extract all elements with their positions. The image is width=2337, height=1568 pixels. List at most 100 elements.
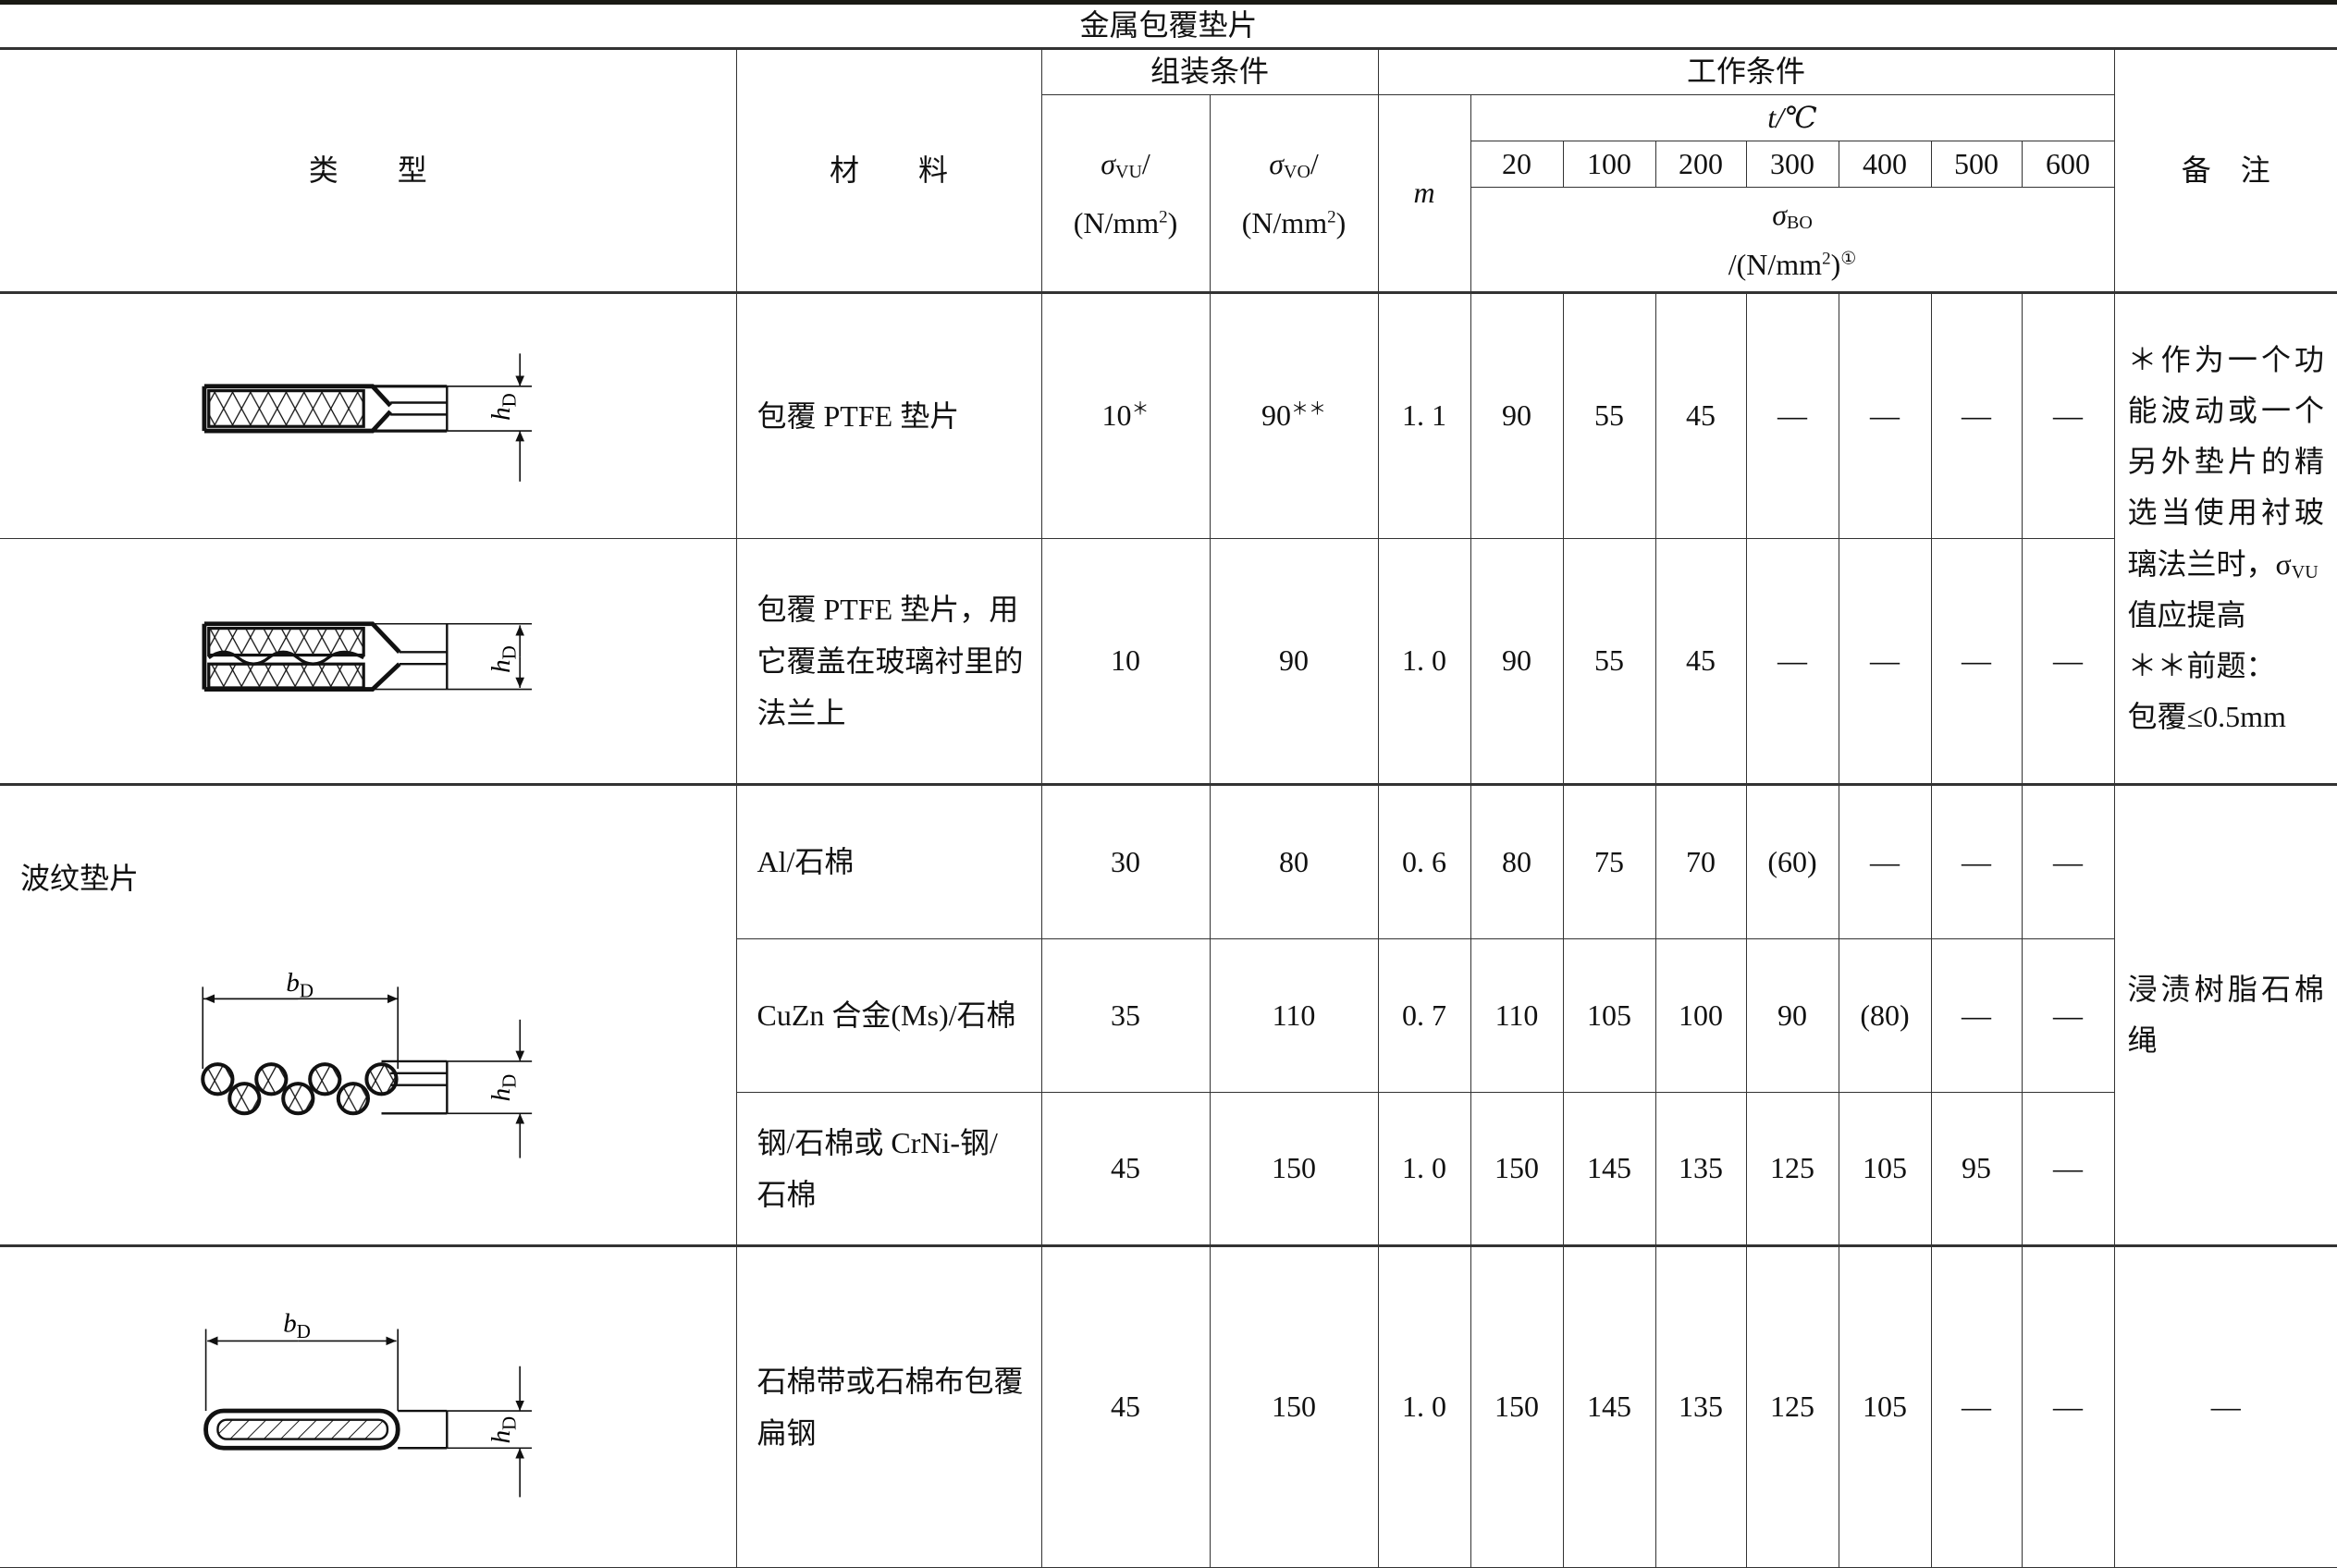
sigma-vu-cell: 30	[1040, 784, 1211, 939]
sigma-vo-value: 150	[1272, 1151, 1316, 1185]
temp-header-400: 400	[1838, 141, 1932, 188]
sigma-vu-cell: 45	[1040, 1092, 1211, 1247]
sigma-bo-cell-600: —	[2021, 292, 2115, 539]
sigma-vo-value: 150	[1272, 1390, 1316, 1424]
sigma-vu-cell: 10	[1040, 538, 1211, 786]
header-working: 工作条件	[1377, 48, 2115, 95]
bd-dimension-label: bD	[283, 1309, 311, 1342]
sigma-bo-cell-100: 55	[1562, 292, 1656, 539]
paren: )	[1335, 206, 1347, 239]
header-m: m	[1377, 94, 1471, 294]
remarks-ptfe: ＊作为一个功能波动或一个另外垫片的精选当使用衬玻璃法兰时，σVU 值应提高 ＊＊前题…	[2113, 292, 2337, 786]
m-cell: 1. 0	[1377, 1092, 1471, 1247]
t-label: t/℃	[1767, 100, 1817, 134]
sigma-bo-cell-200: 135	[1654, 1092, 1747, 1247]
sigma-bo-cell-300: 125	[1745, 1092, 1839, 1247]
ptfe-gasket-diagram: hD	[202, 353, 533, 482]
sigma-symbol: σ	[1269, 147, 1284, 180]
sigma-vu-value: 10	[1101, 398, 1132, 433]
sigma-bo-cell-400: 105	[1838, 1245, 1932, 1568]
slash: /	[1310, 147, 1319, 180]
sigma-bo-cell-500: —	[1930, 784, 2023, 939]
type-cell: bD hD	[0, 1245, 737, 1568]
sigma-bo-cell-100: 145	[1562, 1245, 1656, 1568]
remarks-flat: —	[2113, 1245, 2337, 1568]
type-cell: hD	[0, 538, 737, 786]
sigma-bo-cell-20: 90	[1470, 292, 1564, 539]
remark-text: 包覆≤0.5mm	[2127, 699, 2286, 733]
table-row: hD 包覆 PTFE 垫片 10＊ 90＊＊ 1. 1 90 55 45— — — — ＊作为一个功…	[0, 292, 2337, 786]
header-temperature: t/℃	[1470, 94, 2115, 141]
sigma-bo-cell-200: 135	[1654, 1245, 1747, 1568]
table-title: 金属包覆垫片	[0, 5, 2337, 50]
material-cell: 包覆 PTFE 垫片，用它覆盖在玻璃衬里的法兰上	[735, 538, 1042, 786]
temp-header-600: 600	[2021, 141, 2115, 188]
sigma-bo-cell-100: 145	[1562, 1092, 1656, 1247]
material-cell: Al/石棉	[735, 784, 1042, 939]
sigma-vu-value: 35	[1111, 998, 1140, 1032]
sigma-vo-value: 80	[1279, 844, 1309, 878]
table-row: bD hD 石棉带或石棉布包覆扁钢 45 150 1. 0 150 145 135 125 10…	[0, 1245, 2337, 1568]
sigma-vu-value: 10	[1111, 643, 1140, 678]
sigma-bo-cell-400: —	[1838, 784, 1932, 939]
sigma-bo-cell-600: —	[2021, 538, 2115, 786]
sigma-bo-cell-300: 90	[1745, 937, 1839, 1094]
top-rule	[0, 0, 2337, 5]
material-cell: 石棉带或石棉布包覆扁钢	[735, 1245, 1042, 1568]
sigma-bo-cell-100: 75	[1562, 784, 1656, 939]
hd-dimension-label: hD	[486, 645, 520, 673]
remark-text: ＊＊前题：	[2127, 648, 2276, 682]
slash: /	[1141, 147, 1150, 180]
table-row: 钢/石棉或 CrNi-钢/石棉 45 150 1. 0 150 145 135 125 105 9…	[0, 1092, 2337, 1247]
sigma-bo-cell-200: 45	[1654, 292, 1747, 539]
sigma-vo-cell: 150	[1209, 1092, 1379, 1247]
sigma-bo-cell-600: —	[2021, 1245, 2115, 1568]
sigma-bo-cell-500: —	[1930, 538, 2023, 786]
note-mark: ＊＊	[1290, 399, 1326, 420]
sigma-bo-cell-300: —	[1745, 538, 1839, 786]
type-cell: hD	[0, 292, 737, 539]
sigma-bo-cell-200: 100	[1654, 937, 1747, 1094]
sigma-vu-cell: 35	[1040, 937, 1211, 1094]
superscript: 2	[1822, 249, 1831, 269]
sigma-vo-value: 90	[1261, 398, 1291, 433]
sigma-bo-cell-300: (60)	[1745, 784, 1839, 939]
sigma-bo-cell-500: 95	[1930, 1092, 2023, 1247]
sigma-bo-cell-400: 105	[1838, 1092, 1932, 1247]
table-row: hD 包覆 PTFE 垫片，用它覆盖在玻璃衬里的法兰上 10 90 1. 0 90 55 4…	[0, 538, 2337, 786]
sigma-bo-cell-300: 125	[1745, 1245, 1839, 1568]
hd-dimension-label: hD	[486, 1416, 520, 1444]
paren: )	[1830, 248, 1841, 281]
temp-header-100: 100	[1562, 141, 1656, 188]
hd-dimension-label: hD	[486, 393, 520, 421]
sigma-vu-value: 45	[1111, 1390, 1140, 1424]
temp-header-300: 300	[1745, 141, 1839, 188]
note-mark: ＊	[1131, 399, 1150, 420]
footnote-mark: ①	[1840, 249, 1857, 269]
sigma-vo-cell: 110	[1209, 937, 1379, 1094]
sigma-bo-cell-500: —	[1930, 937, 2023, 1094]
sigma-bo-cell-400: —	[1838, 292, 1932, 539]
m-cell: 0. 6	[1377, 784, 1471, 939]
sigma-vo-value: 110	[1272, 998, 1316, 1032]
superscript: 2	[1327, 207, 1336, 227]
header-assembly: 组装条件	[1040, 48, 1379, 95]
remark-text: ＊作为一个功能波动或一个另外垫片的精选当使用衬玻璃法兰时，σ	[2127, 343, 2325, 581]
m-cell: 1. 1	[1377, 292, 1471, 539]
header-remarks: 备 注	[2113, 48, 2337, 294]
sigma-bo-cell-500: —	[1930, 1245, 2023, 1568]
hd-dimension-label: hD	[486, 1074, 520, 1102]
unit: (N/mm	[1073, 206, 1160, 239]
material-cell: CuZn 合金(Ms)/石棉	[735, 937, 1042, 1094]
sigma-symbol: σ	[1772, 197, 1787, 231]
sigma-vo-cell: 150	[1209, 1245, 1379, 1568]
sigma-bo-cell-20: 150	[1470, 1245, 1564, 1568]
header-sigma-bo: σBO /(N/mm2)①	[1470, 187, 2115, 294]
m-cell: 0. 7	[1377, 937, 1471, 1094]
subscript: BO	[1786, 212, 1813, 233]
temp-header-500: 500	[1930, 141, 2023, 188]
m-cell: 1. 0	[1377, 538, 1471, 786]
subscript: VU	[2291, 561, 2319, 582]
header-type: 类 型	[0, 48, 737, 294]
flat-steel-gasket-diagram: bD hD	[203, 1309, 533, 1498]
